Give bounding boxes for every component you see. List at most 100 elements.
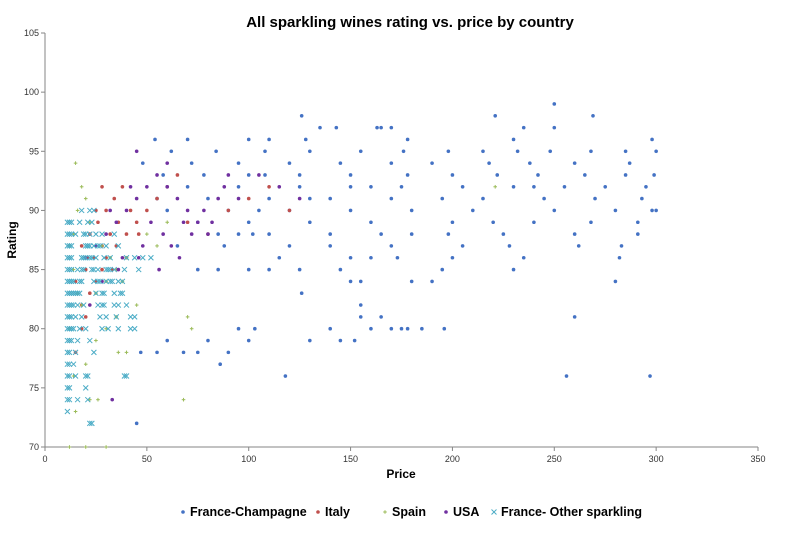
data-point bbox=[460, 244, 465, 248]
data-point bbox=[131, 325, 138, 332]
data-point bbox=[562, 184, 567, 189]
data-point bbox=[267, 267, 271, 272]
data-point bbox=[246, 196, 251, 201]
data-point bbox=[79, 184, 84, 189]
data-point bbox=[95, 243, 101, 249]
data-point bbox=[623, 149, 628, 154]
data-point bbox=[389, 244, 394, 248]
data-point bbox=[66, 349, 73, 356]
data-point bbox=[64, 396, 71, 403]
x-tick-label: 250 bbox=[547, 454, 562, 464]
data-point bbox=[650, 137, 654, 142]
data-point bbox=[107, 254, 114, 261]
data-point bbox=[66, 254, 73, 261]
data-point bbox=[206, 338, 210, 343]
data-point bbox=[105, 325, 112, 332]
data-point bbox=[64, 314, 71, 320]
data-point bbox=[99, 302, 105, 308]
data-point bbox=[389, 196, 394, 201]
data-point bbox=[161, 232, 165, 236]
data-point bbox=[64, 408, 71, 415]
data-point bbox=[64, 349, 71, 356]
data-point bbox=[409, 208, 414, 213]
data-point bbox=[121, 373, 128, 379]
data-point bbox=[103, 314, 109, 320]
data-point bbox=[297, 173, 302, 177]
legend-item: USA bbox=[444, 505, 479, 519]
data-point bbox=[328, 326, 333, 331]
data-point bbox=[83, 196, 88, 201]
data-point bbox=[103, 278, 109, 285]
data-point bbox=[450, 173, 455, 177]
data-point bbox=[64, 290, 71, 297]
data-point bbox=[617, 255, 622, 260]
data-point bbox=[66, 231, 73, 237]
data-point bbox=[109, 278, 116, 285]
data-point bbox=[116, 350, 121, 355]
data-point bbox=[328, 244, 333, 248]
data-point bbox=[308, 338, 312, 343]
data-point bbox=[100, 184, 104, 189]
data-point bbox=[389, 326, 394, 331]
data-point bbox=[111, 302, 118, 308]
data-point bbox=[511, 184, 516, 189]
data-point bbox=[226, 208, 231, 213]
data-point bbox=[481, 196, 485, 201]
data-point bbox=[246, 220, 251, 225]
data-point bbox=[111, 290, 118, 297]
data-point bbox=[253, 326, 257, 331]
data-point bbox=[328, 232, 333, 236]
data-point bbox=[100, 244, 104, 248]
data-point bbox=[94, 338, 98, 343]
data-point bbox=[627, 161, 632, 165]
data-point bbox=[409, 232, 414, 236]
data-point bbox=[66, 278, 73, 285]
data-point bbox=[528, 161, 532, 165]
data-point bbox=[246, 338, 251, 343]
data-point bbox=[93, 254, 99, 261]
data-point bbox=[589, 149, 593, 154]
data-point bbox=[105, 266, 112, 273]
data-point bbox=[450, 255, 455, 260]
data-point bbox=[83, 362, 88, 366]
data-point bbox=[287, 244, 292, 248]
data-point bbox=[589, 220, 593, 225]
data-point bbox=[358, 303, 363, 307]
data-point bbox=[493, 184, 498, 189]
data-point bbox=[338, 161, 343, 165]
data-point bbox=[218, 362, 222, 367]
data-point bbox=[68, 243, 75, 249]
data-point bbox=[548, 149, 553, 154]
data-point bbox=[70, 278, 77, 285]
data-point bbox=[74, 302, 81, 308]
data-point bbox=[64, 243, 71, 249]
data-point bbox=[246, 173, 251, 177]
data-point bbox=[91, 266, 97, 273]
data-point bbox=[72, 231, 79, 237]
data-point bbox=[636, 232, 640, 236]
legend-marker bbox=[383, 510, 387, 514]
y-tick-label: 100 bbox=[24, 87, 39, 97]
data-point bbox=[66, 266, 73, 273]
data-point bbox=[297, 184, 302, 189]
data-point bbox=[654, 149, 658, 154]
data-point bbox=[542, 196, 546, 201]
data-point bbox=[70, 290, 77, 297]
data-point bbox=[123, 373, 130, 379]
data-point bbox=[216, 232, 220, 236]
data-point bbox=[103, 243, 109, 249]
data-point bbox=[127, 325, 134, 332]
data-point bbox=[113, 314, 120, 320]
data-point bbox=[89, 420, 95, 427]
data-point bbox=[74, 290, 81, 297]
data-point bbox=[603, 184, 608, 189]
data-point bbox=[640, 196, 644, 201]
data-point bbox=[165, 338, 170, 343]
data-point bbox=[68, 219, 75, 226]
data-point bbox=[134, 196, 139, 201]
data-point bbox=[155, 350, 159, 355]
data-point bbox=[358, 315, 363, 319]
data-point bbox=[66, 243, 73, 249]
data-point bbox=[73, 161, 78, 165]
data-point bbox=[222, 184, 227, 189]
